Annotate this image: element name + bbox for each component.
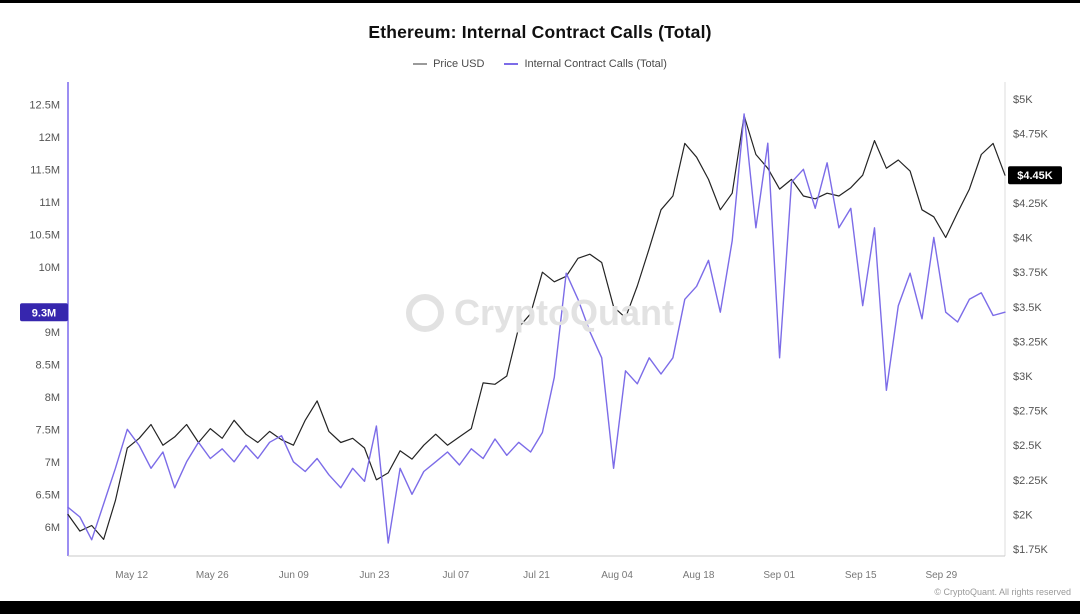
x-axis-tick-label: May 12 xyxy=(115,570,148,581)
x-axis-tick-label: Jul 07 xyxy=(443,570,470,581)
left-current-value-badge-label: 9.3M xyxy=(32,307,56,319)
right-axis-tick-label: $2.5K xyxy=(1013,440,1042,452)
left-axis-tick-label: 11M xyxy=(39,197,60,209)
right-axis-tick-label: $2.25K xyxy=(1013,475,1049,487)
right-axis-tick-label: $2.75K xyxy=(1013,406,1049,418)
x-axis-tick-label: Sep 01 xyxy=(763,570,795,581)
left-axis-tick-label: 10.5M xyxy=(29,229,60,241)
legend-label: Internal Contract Calls (Total) xyxy=(524,58,667,70)
left-axis-tick-label: 10M xyxy=(39,262,60,274)
left-axis-tick-label: 12M xyxy=(39,132,60,144)
legend-item-price-usd[interactable]: Price USD xyxy=(413,58,484,70)
left-axis-tick-label: 7.5M xyxy=(36,424,60,436)
left-axis-tick-label: 8M xyxy=(45,392,60,404)
right-axis-tick-label: $1.75K xyxy=(1013,544,1049,556)
price-usd-legend-swatch-icon xyxy=(413,63,428,65)
internal-contract-calls-line[interactable] xyxy=(67,113,1006,544)
x-axis-tick-label: Jul 21 xyxy=(523,570,550,581)
left-axis-tick-label: 6M xyxy=(45,522,60,534)
right-axis-tick-label: $3K xyxy=(1013,371,1033,383)
right-current-value-badge xyxy=(1008,166,1062,185)
right-axis-tick-label: $3.5K xyxy=(1013,302,1042,314)
legend-label: Price USD xyxy=(433,58,485,70)
chart-title: Ethereum: Internal Contract Calls (Total… xyxy=(368,22,712,42)
bottom-border xyxy=(0,601,1080,614)
right-axis-tick-label: $4.25K xyxy=(1013,198,1049,210)
copyright-notice: © CryptoQuant. All rights reserved xyxy=(934,587,1071,597)
right-axis-tick-label: $3.75K xyxy=(1013,267,1049,279)
chart-legend: Price USD Internal Contract Calls (Total… xyxy=(0,58,1080,70)
left-axis-tick-label: 7M xyxy=(45,457,60,469)
right-current-value-badge-label: $4.45K xyxy=(1017,170,1053,182)
x-axis-tick-label: Aug 18 xyxy=(683,570,715,581)
top-border xyxy=(0,0,1080,3)
x-axis-tick-label: Sep 15 xyxy=(845,570,877,581)
left-axis-tick-label: 12.5M xyxy=(29,99,60,111)
x-axis-tick-label: May 26 xyxy=(196,570,229,581)
right-axis-tick-label: $5K xyxy=(1013,94,1033,106)
internal-contract-calls-legend-swatch-icon xyxy=(504,63,519,65)
left-axis-tick-label: 6.5M xyxy=(36,489,60,501)
left-axis-tick-label: 8.5M xyxy=(36,359,60,371)
left-axis-tick-label: 11.5M xyxy=(30,164,60,176)
x-axis-tick-label: Sep 29 xyxy=(925,570,957,581)
legend-item-internal-contract-calls[interactable]: Internal Contract Calls (Total) xyxy=(504,58,667,70)
price-usd-line[interactable] xyxy=(67,115,1006,540)
left-axis-tick-label: 9M xyxy=(45,327,60,339)
x-axis-tick-label: Aug 04 xyxy=(601,570,633,581)
left-current-value-badge xyxy=(20,303,68,322)
right-axis-tick-label: $2K xyxy=(1013,509,1033,521)
right-axis-tick-label: $4K xyxy=(1013,233,1033,245)
x-axis-tick-label: Jun 23 xyxy=(359,570,389,581)
right-axis-tick-label: $3.25K xyxy=(1013,336,1049,348)
right-axis-tick-label: $4.75K xyxy=(1013,129,1049,141)
chart-plot-area[interactable]: 12.5M 12M 11.5M 11M 10.5M 10M 9M 8.5M 8M 7.5M 7M 6.… xyxy=(0,78,1080,598)
x-axis-tick-label: Jun 09 xyxy=(279,570,309,581)
